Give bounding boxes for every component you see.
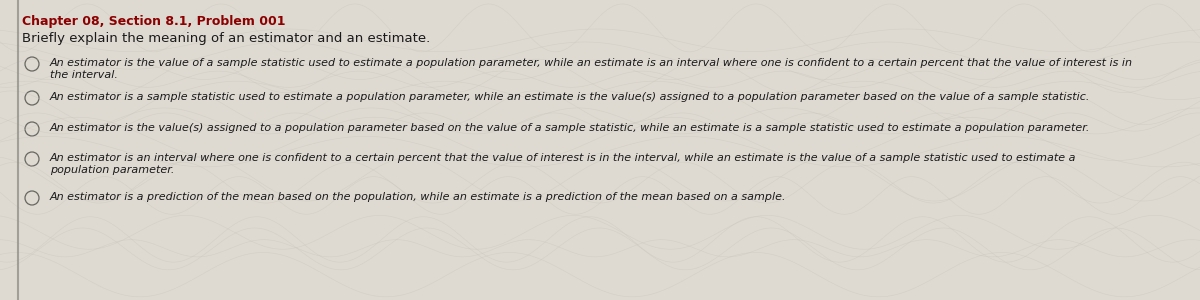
Text: population parameter.: population parameter.	[50, 165, 174, 175]
Text: Chapter 08, Section 8.1, Problem 001: Chapter 08, Section 8.1, Problem 001	[22, 15, 286, 28]
Text: Briefly explain the meaning of an estimator and an estimate.: Briefly explain the meaning of an estima…	[22, 32, 431, 45]
Text: An estimator is a sample statistic used to estimate a population parameter, whil: An estimator is a sample statistic used …	[50, 92, 1091, 102]
Text: An estimator is the value of a sample statistic used to estimate a population pa: An estimator is the value of a sample st…	[50, 58, 1133, 68]
Text: the interval.: the interval.	[50, 70, 118, 80]
Text: An estimator is a prediction of the mean based on the population, while an estim: An estimator is a prediction of the mean…	[50, 192, 786, 202]
Text: An estimator is the value(s) assigned to a population parameter based on the val: An estimator is the value(s) assigned to…	[50, 123, 1091, 133]
Text: An estimator is an interval where one is confident to a certain percent that the: An estimator is an interval where one is…	[50, 153, 1076, 163]
